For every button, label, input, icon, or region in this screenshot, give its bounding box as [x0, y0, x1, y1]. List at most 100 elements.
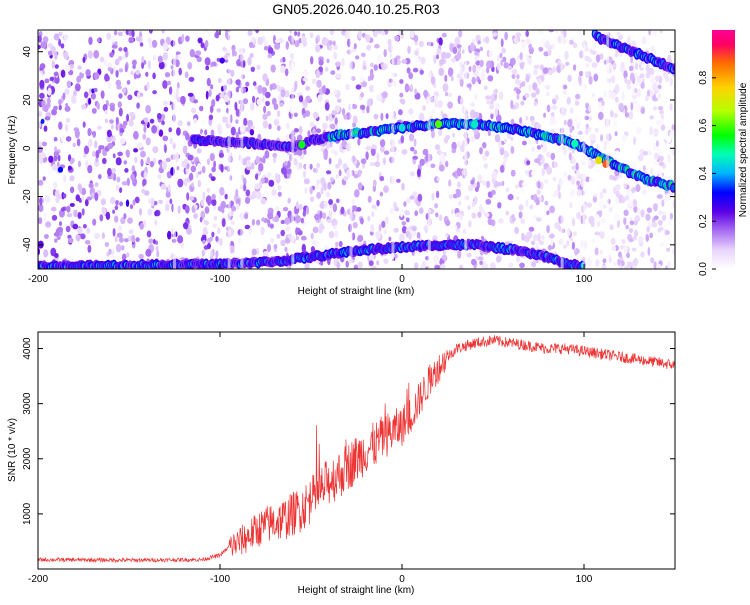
noise-blob — [594, 231, 601, 236]
noise-blob — [158, 61, 165, 70]
noise-blob — [503, 138, 508, 144]
noise-blob — [152, 72, 156, 80]
noise-blob — [95, 150, 100, 159]
colorbar: 0.0 0.2 0.4 0.6 0.8 Normalized spectral ampl… — [698, 30, 749, 276]
noise-blob — [440, 263, 446, 269]
noise-blob — [315, 37, 319, 45]
noise-blob — [563, 119, 567, 126]
noise-blob — [256, 98, 262, 106]
noise-blob — [507, 193, 514, 201]
noise-blob — [504, 151, 510, 158]
noise-blob — [562, 244, 567, 249]
noise-blob — [72, 142, 76, 148]
noise-blob — [123, 160, 128, 165]
noise-blob — [630, 55, 633, 64]
noise-blob — [356, 207, 362, 212]
ridge-hotspot — [471, 120, 479, 129]
noise-blob — [399, 92, 404, 98]
noise-blob — [372, 179, 377, 187]
noise-blob — [371, 211, 375, 218]
noise-blob — [550, 152, 556, 161]
noise-blob — [459, 264, 464, 269]
noise-blob — [538, 46, 544, 52]
noise-blob — [496, 181, 502, 187]
noise-blob — [260, 197, 267, 205]
noise-blob — [382, 91, 388, 99]
noise-blob — [481, 180, 487, 186]
noise-blob — [124, 168, 129, 173]
noise-blob — [591, 50, 597, 55]
noise-blob — [434, 144, 441, 151]
noise-blob — [323, 201, 328, 209]
noise-blob — [152, 54, 156, 61]
noise-blob — [93, 50, 100, 59]
noise-blob — [257, 84, 263, 94]
noise-blob — [47, 97, 51, 105]
noise-blob — [516, 256, 521, 263]
noise-blob — [422, 148, 429, 156]
noise-blob — [520, 41, 527, 49]
noise-blob — [221, 218, 226, 228]
noise-blob — [520, 186, 525, 193]
noise-blob — [585, 71, 590, 79]
noise-blob — [334, 230, 339, 238]
noise-blob — [533, 68, 539, 76]
noise-blob — [315, 240, 319, 248]
noise-blob — [459, 67, 464, 77]
noise-blob — [54, 64, 59, 69]
noise-blob — [211, 231, 215, 238]
noise-blob — [312, 226, 319, 234]
noise-blob — [131, 234, 136, 243]
noise-blob — [633, 220, 638, 226]
noise-blob — [276, 233, 281, 239]
noise-blob — [471, 200, 475, 208]
noise-blob — [217, 128, 223, 135]
noise-blob — [351, 122, 357, 128]
snr-series-line — [38, 335, 675, 564]
noise-blob — [417, 193, 423, 202]
noise-blob — [452, 132, 456, 138]
noise-blob — [653, 128, 659, 137]
noise-blob — [146, 156, 150, 164]
noise-blob — [62, 193, 67, 199]
noise-blob — [38, 111, 43, 117]
noise-blob — [118, 225, 122, 232]
noise-blob — [176, 82, 180, 89]
noise-blob — [284, 68, 289, 77]
noise-blob — [549, 233, 555, 239]
noise-blob — [482, 209, 486, 215]
noise-blob — [114, 58, 120, 66]
noise-blob — [482, 142, 487, 149]
noise-blob — [206, 237, 212, 244]
noise-blob — [119, 201, 123, 207]
stripe-mark — [464, 30, 468, 269]
noise-blob — [38, 217, 43, 225]
noise-blob — [250, 125, 255, 130]
noise-blob — [120, 137, 126, 145]
snr-x-axis-label: Height of straight line (km) — [298, 585, 415, 596]
colorbar-tick-label: 0.4 — [698, 166, 709, 180]
noise-blob — [266, 110, 271, 117]
noise-blob — [94, 182, 99, 187]
noise-blob — [190, 165, 197, 173]
x-tick-label: -200 — [28, 274, 48, 285]
noise-blob — [401, 226, 407, 234]
noise-blob — [271, 97, 277, 106]
noise-blob — [87, 128, 92, 137]
noise-blob — [531, 222, 537, 227]
noise-blob — [119, 187, 123, 194]
noise-blob — [566, 240, 570, 247]
noise-blob — [202, 239, 206, 245]
noise-blob — [362, 32, 366, 38]
noise-blob — [158, 199, 163, 204]
noise-blob — [577, 254, 583, 259]
noise-blob — [342, 163, 348, 170]
noise-blob — [266, 172, 272, 178]
noise-blob — [439, 153, 445, 163]
noise-blob — [412, 67, 419, 73]
noise-blob — [48, 155, 54, 163]
noise-blob — [483, 163, 488, 169]
ridge-hotspot — [298, 140, 306, 149]
noise-blob — [43, 216, 47, 221]
